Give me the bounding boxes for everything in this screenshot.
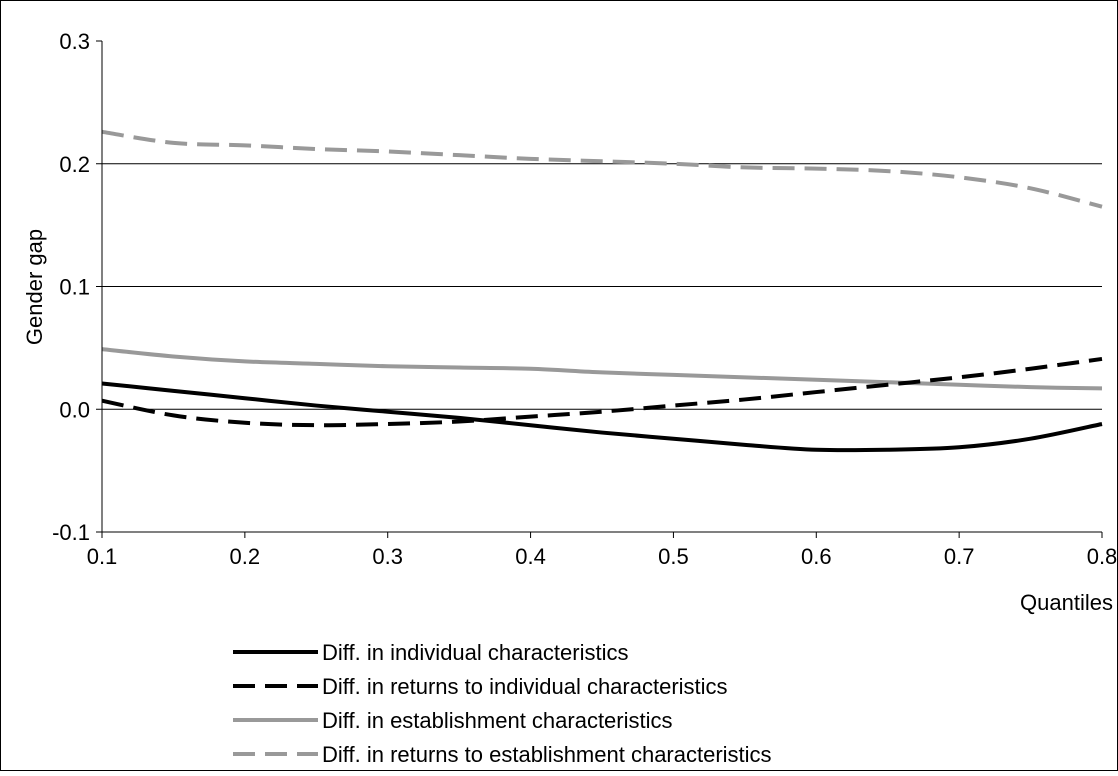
- y-axis-label: Gender gap: [22, 229, 47, 345]
- x-axis-label: Quantiles: [1020, 590, 1113, 615]
- y-tick-label-0: -0.1: [52, 520, 90, 545]
- x-tick-label-6: 0.7: [944, 544, 975, 569]
- x-tick-label-5: 0.6: [801, 544, 832, 569]
- series-line-3: [101, 129, 1103, 209]
- x-tick-label-4: 0.5: [658, 544, 689, 569]
- x-tick-label-0: 0.1: [87, 544, 118, 569]
- x-tick-label-2: 0.3: [372, 544, 403, 569]
- y-tick-label-2: 0.1: [59, 275, 90, 300]
- legend-label-0: Diff. in individual characteristics: [322, 640, 629, 665]
- x-tick-label-7: 0.8: [1087, 544, 1118, 569]
- x-tick-label-1: 0.2: [230, 544, 261, 569]
- y-tick-label-1: 0.0: [59, 397, 90, 422]
- series-lines: [101, 129, 1103, 453]
- series-line-0: [101, 381, 1103, 453]
- x-tick-label-3: 0.4: [515, 544, 546, 569]
- y-tick-label-4: 0.3: [59, 29, 90, 54]
- series-line-2: [101, 347, 1103, 391]
- legend-label-2: Diff. in establishment characteristics: [322, 708, 673, 733]
- legend-label-1: Diff. in returns to individual character…: [322, 674, 728, 699]
- legend: Diff. in individual characteristics Diff.…: [233, 640, 772, 767]
- gridlines: [102, 163, 1102, 410]
- axes: -0.1 0.0 0.1 0.2 0.3 0.1 0.2 0.3 0.4 0.5 0.6 0.7 0.8: [52, 29, 1117, 569]
- y-tick-label-3: 0.2: [59, 152, 90, 177]
- legend-label-3: Diff. in returns to establishment charac…: [322, 742, 772, 767]
- series-line-1: [101, 356, 1103, 428]
